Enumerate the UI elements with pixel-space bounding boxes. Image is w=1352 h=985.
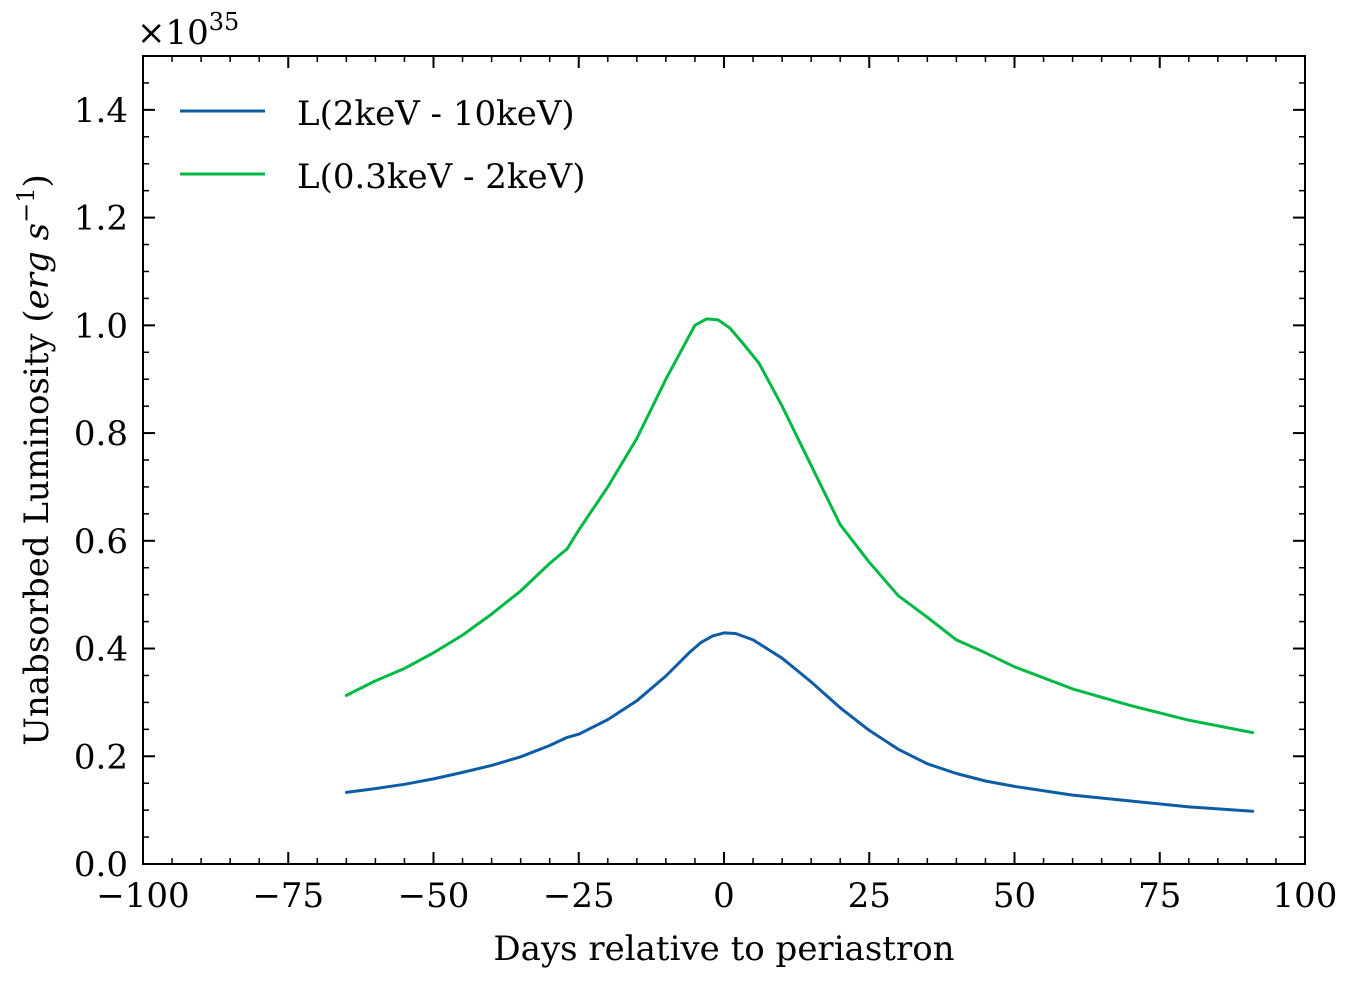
y-tick-label: 1.4 <box>74 91 128 131</box>
legend: L(2keV - 10keV) L(0.3keV - 2keV) <box>180 94 585 197</box>
legend-label-soft: L(0.3keV - 2keV) <box>297 157 585 197</box>
legend-label-hard: L(2keV - 10keV) <box>297 94 575 134</box>
series-line-soft-band <box>344 317 1255 735</box>
x-tick-label: −75 <box>252 876 324 916</box>
y-tick-label: 0.6 <box>74 522 128 562</box>
x-tick-label: 100 <box>1273 876 1338 916</box>
x-tick-label: 50 <box>993 876 1036 916</box>
x-tick-label: 75 <box>1138 876 1181 916</box>
x-tick-label: −25 <box>543 876 615 916</box>
y-axis-label: Unabsorbed Luminosity (erg s−1) <box>12 174 57 746</box>
y-tick-label: 0.4 <box>74 630 128 670</box>
x-tick-label: 25 <box>848 876 891 916</box>
x-tick-label: −50 <box>398 876 470 916</box>
y-tick-label: 1.2 <box>74 199 128 239</box>
y-tick-label: 0.2 <box>74 737 128 777</box>
x-tick-label: −100 <box>96 876 189 916</box>
y-offset-label: ×1035 <box>137 8 239 53</box>
series-line-hard-band <box>344 631 1255 813</box>
plot-frame <box>142 55 1306 865</box>
y-tick-label: 1.0 <box>74 306 128 346</box>
x-tick-label: 0 <box>713 876 735 916</box>
ticks-layer: −100 −75 −50 −25 0 25 50 75 100 0.0 0.2 0.4 0.6 0.8 1.… <box>74 55 1338 916</box>
y-tick-label: 0.8 <box>74 414 128 454</box>
x-axis-label: Days relative to periastron <box>493 929 954 969</box>
y-tick-label: 0.0 <box>74 845 128 885</box>
series-layer <box>344 317 1255 813</box>
